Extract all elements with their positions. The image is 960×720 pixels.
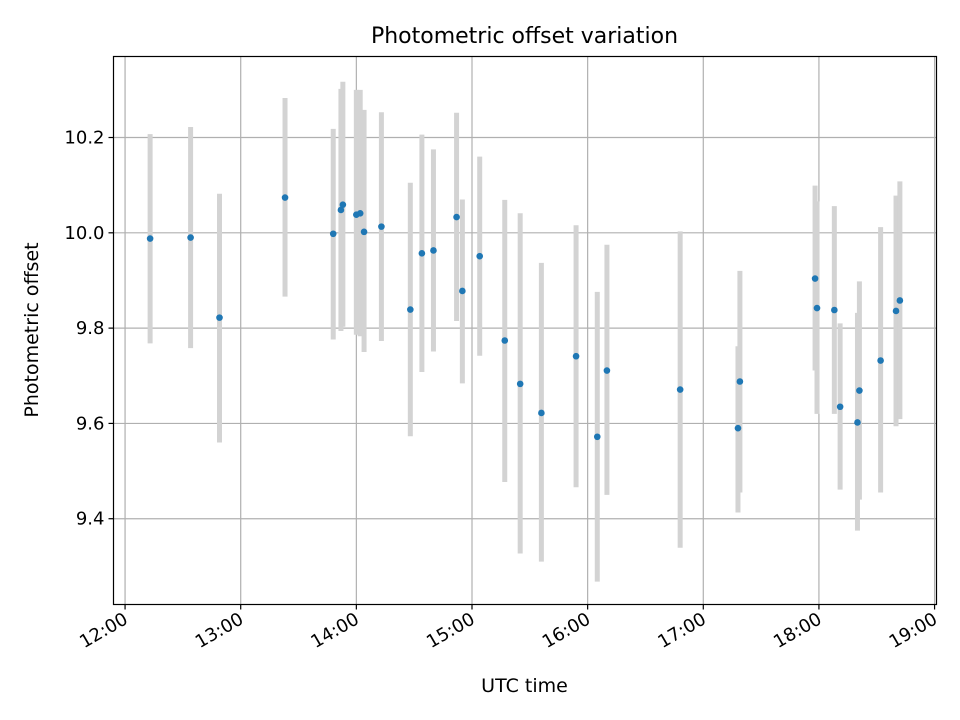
data-point bbox=[593, 433, 601, 441]
data-points bbox=[146, 194, 904, 441]
data-point bbox=[476, 252, 484, 260]
chart-title: Photometric offset variation bbox=[371, 24, 678, 49]
data-point bbox=[501, 337, 509, 344]
data-point bbox=[187, 234, 194, 241]
data-point bbox=[459, 287, 466, 295]
data-point bbox=[418, 250, 426, 257]
data-point bbox=[337, 206, 345, 214]
y-tick-label: 10.0 bbox=[64, 223, 104, 244]
data-point bbox=[378, 223, 385, 230]
y-axis-ticks: 9.4 9.6 9.8 10.0 10.2 bbox=[64, 128, 114, 530]
data-point bbox=[407, 306, 414, 313]
data-point bbox=[329, 230, 337, 238]
y-axis-label: Photometric offset bbox=[21, 242, 43, 417]
data-point bbox=[216, 314, 223, 321]
data-point bbox=[360, 228, 368, 236]
data-point bbox=[572, 352, 580, 360]
data-point bbox=[538, 409, 545, 417]
data-point bbox=[430, 247, 437, 254]
y-tick-label: 9.6 bbox=[76, 413, 105, 434]
data-point bbox=[811, 275, 819, 282]
data-point bbox=[453, 213, 460, 221]
data-point bbox=[896, 297, 904, 304]
data-point bbox=[603, 367, 611, 374]
data-point bbox=[516, 380, 524, 388]
data-point bbox=[856, 387, 863, 394]
data-point bbox=[281, 194, 289, 201]
data-point bbox=[854, 419, 861, 426]
data-point bbox=[836, 403, 844, 411]
data-point bbox=[339, 201, 347, 208]
data-point bbox=[877, 357, 884, 364]
data-point bbox=[813, 304, 821, 312]
data-point bbox=[676, 386, 684, 393]
data-point bbox=[892, 307, 900, 315]
data-point bbox=[831, 306, 838, 314]
plot-area-frame bbox=[112, 55, 938, 606]
y-tick-label: 10.2 bbox=[64, 128, 104, 149]
x-axis-label: UTC time bbox=[481, 675, 568, 697]
y-tick-label: 9.4 bbox=[76, 509, 105, 530]
data-point bbox=[734, 424, 742, 432]
data-point bbox=[736, 378, 744, 385]
data-point bbox=[356, 209, 364, 217]
y-tick-label: 9.8 bbox=[76, 318, 105, 339]
data-point bbox=[146, 235, 154, 242]
